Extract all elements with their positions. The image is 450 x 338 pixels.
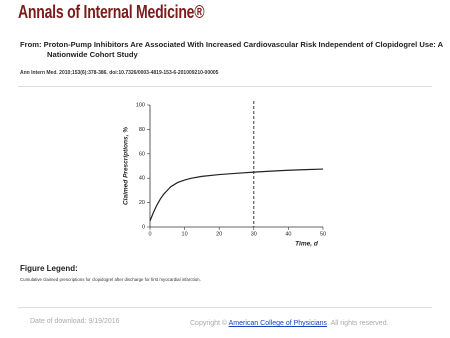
x-tick-label: 40 [285, 231, 291, 237]
citation: Ann Intern Med. 2010;153(6):378-386. doi… [20, 70, 219, 76]
article-title: From: Proton-Pump Inhibitors Are Associa… [20, 40, 443, 59]
x-tick-label: 20 [216, 231, 222, 237]
y-tick-label: 80 [139, 127, 145, 133]
y-tick-label: 20 [139, 200, 145, 206]
rights-text: . All rights reserved. [327, 320, 389, 327]
x-tick-label: 0 [148, 231, 151, 237]
x-axis-label: Time, d [295, 241, 319, 248]
y-axis-label: Claimed Prescriptions, % [123, 127, 130, 205]
download-date: Date of download: 9/19/2016 [30, 318, 120, 325]
x-tick-label: 30 [251, 231, 257, 237]
legend-text: Cumulative claimed prescriptions for clo… [20, 277, 201, 282]
y-tick-label: 0 [142, 224, 145, 230]
journal-logo: Annals of Internal Medicine® [18, 2, 205, 22]
copyright: Copyright © American College of Physicia… [190, 320, 389, 327]
separator [18, 307, 432, 308]
copyright-text: Copyright © [190, 320, 228, 327]
y-tick-label: 40 [139, 176, 145, 182]
data-line [149, 168, 324, 222]
y-tick-label: 100 [136, 102, 145, 108]
x-tick-label: 10 [182, 231, 188, 237]
legend-title: Figure Legend: [20, 264, 78, 273]
x-tick-label: 50 [320, 231, 326, 237]
publisher-link[interactable]: American College of Physicians [228, 320, 328, 327]
y-tick-label: 60 [139, 151, 145, 157]
separator [18, 86, 432, 87]
